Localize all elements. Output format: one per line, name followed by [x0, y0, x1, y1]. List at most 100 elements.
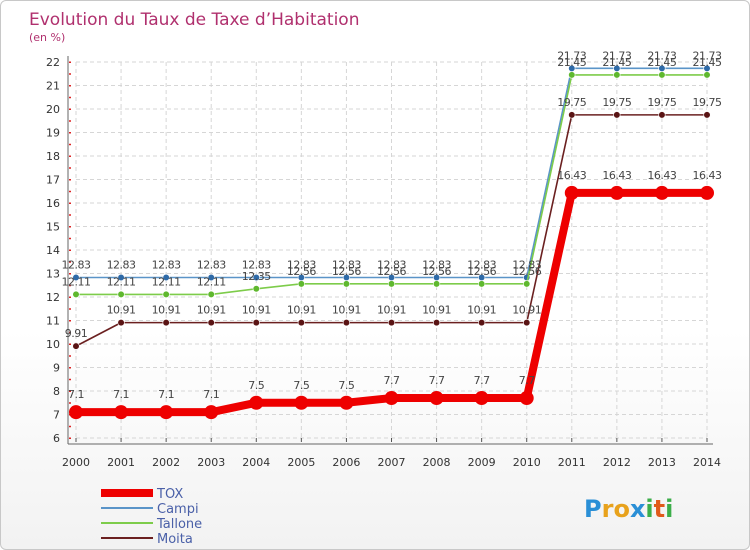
data-point-campi: [207, 273, 215, 282]
x-tick-label: 2004: [242, 456, 270, 469]
logo-letter: x: [630, 495, 646, 523]
data-label-moita: 19.75: [693, 96, 722, 109]
y-tick-label: 18: [46, 150, 60, 163]
data-label-moita: 9.91: [65, 327, 88, 340]
y-minor-tick: [69, 120, 71, 122]
y-minor-tick: [69, 132, 71, 134]
data-label-moita: 10.91: [152, 304, 181, 317]
data-point-tallone: [252, 285, 260, 293]
y-minor-tick: [69, 343, 71, 345]
data-point-tox: [249, 395, 264, 410]
data-point-tox: [339, 395, 354, 410]
data-label-tallone: 21.45: [693, 56, 722, 69]
axes: 6 7 8 9 10 11 12 13 14 15 16 17 18 19 20 21 22 2000 2001 20…: [46, 56, 721, 469]
data-point-tox: [609, 185, 624, 200]
data-point-moita: [432, 319, 441, 327]
chart-title: Evolution du Taux de Taxe d’Habitation: [29, 10, 359, 30]
y-tick-label: 9: [53, 362, 60, 375]
data-point-tallone: [478, 280, 486, 288]
data-label-tox: 16.43: [602, 169, 631, 182]
data-label-tox: 7.1: [158, 388, 174, 401]
x-tick-label: 2011: [558, 456, 586, 469]
data-label-moita: 10.91: [467, 304, 496, 317]
y-minor-tick: [69, 226, 71, 228]
y-minor-tick: [69, 296, 71, 298]
data-label-campi: 21.73: [647, 49, 676, 62]
y-tick-label: 10: [46, 338, 60, 351]
data-point-moita: [387, 319, 396, 327]
data-label-moita: 10.91: [287, 304, 316, 317]
y-minor-tick: [69, 425, 71, 428]
data-label-campi: 12.83: [377, 258, 406, 271]
data-point-tallone: [432, 280, 441, 288]
data-label-campi: 12.83: [287, 258, 316, 271]
data-point-moita: [207, 319, 215, 327]
data-point-moita: [342, 319, 351, 327]
data-label-tox: 16.43: [557, 169, 586, 182]
data-label-tox: 16.43: [693, 169, 722, 182]
data-label-campi: 12.83: [422, 258, 451, 271]
data-point-tox: [654, 185, 669, 200]
data-point-moita: [478, 319, 486, 327]
data-point-moita: [613, 111, 621, 119]
data-label-tox: 7.5: [338, 379, 354, 392]
y-minor-tick: [69, 331, 71, 334]
x-tick-label: 2009: [468, 456, 496, 469]
legend-label-campi: Campi: [157, 502, 199, 517]
data-point-tox: [519, 391, 534, 406]
data-label-campi: 12.83: [467, 258, 496, 271]
data-point-tallone: [703, 71, 711, 79]
x-tick-label: 2007: [378, 456, 406, 469]
data-point-tallone: [297, 280, 305, 288]
legend-label-moita: Moita: [157, 532, 193, 547]
data-label-tallone: 12.11: [197, 275, 226, 288]
y-minor-tick: [69, 367, 71, 369]
data-label-tallone: 12.35: [242, 270, 271, 283]
y-tick-label: 12: [46, 291, 60, 304]
legend-label-tox: TOX: [156, 487, 183, 502]
y-minor-tick: [69, 378, 71, 381]
data-label-tallone: 12.11: [107, 275, 136, 288]
y-minor-tick: [69, 320, 71, 322]
data-point-tox: [700, 185, 714, 200]
x-tick-label: 2003: [197, 456, 225, 469]
data-point-tox: [159, 405, 174, 420]
data-label-campi: 12.83: [242, 258, 271, 271]
proxiti-logo: Proxiti: [584, 495, 673, 523]
data-label-campi: 12.83: [107, 258, 136, 271]
data-label-tox: 7.1: [113, 388, 129, 401]
y-tick-label: 13: [46, 268, 60, 281]
data-point-moita: [252, 319, 260, 327]
legend-label-tallone: Tallone: [156, 517, 202, 532]
x-tick-label: 2006: [332, 456, 360, 469]
logo-letter: i: [665, 495, 673, 523]
data-point-tox: [69, 405, 83, 420]
y-minor-tick: [69, 61, 71, 63]
data-point-tox: [204, 405, 219, 420]
data-point-campi: [72, 273, 80, 282]
y-minor-tick: [69, 273, 71, 275]
logo-letter: i: [645, 495, 653, 523]
data-point-tallone: [568, 71, 576, 79]
data-labels: 12.83 12.83 12.83 12.83 12.83 12.83 12.83 12.83…: [62, 49, 723, 401]
data-label-tox: 7.5: [293, 379, 309, 392]
y-minor-tick: [69, 214, 71, 216]
data-label-tallone: 12.56: [422, 265, 451, 278]
data-label-moita: 19.75: [602, 96, 631, 109]
data-label-campi: 21.73: [557, 49, 586, 62]
data-label-campi: 12.83: [152, 258, 181, 271]
y-minor-tick: [69, 437, 71, 439]
data-point-moita: [658, 111, 666, 119]
x-tick-label: 2000: [62, 456, 90, 469]
data-point-moita: [72, 342, 80, 350]
data-point-tallone: [658, 71, 666, 79]
y-tick-label: 21: [46, 80, 60, 93]
y-minor-tick: [69, 96, 71, 99]
data-label-tallone: 12.56: [512, 265, 541, 278]
data-point-tox: [384, 391, 399, 406]
data-label-moita: 19.75: [647, 96, 676, 109]
y-tick-label: 16: [46, 197, 60, 210]
data-label-moita: 10.91: [197, 304, 226, 317]
data-point-tox: [474, 391, 489, 406]
